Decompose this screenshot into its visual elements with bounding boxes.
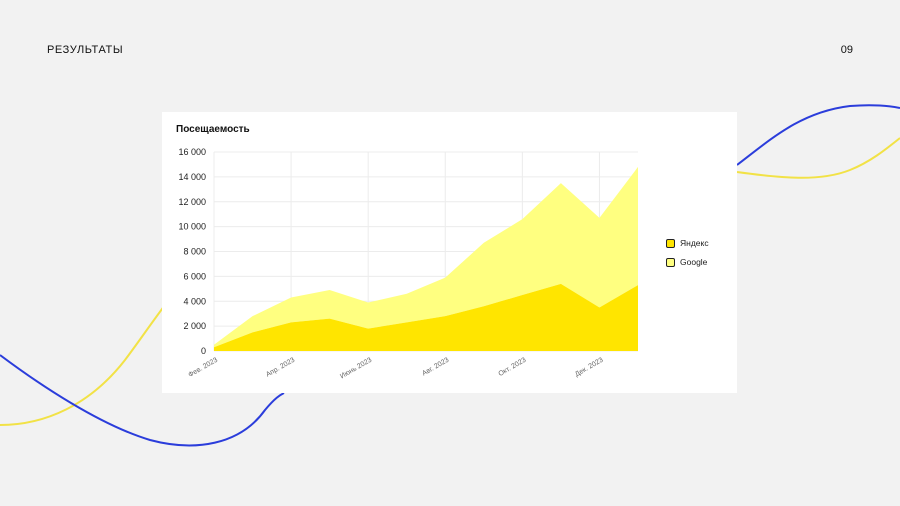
legend-swatch-yandex bbox=[666, 238, 675, 248]
x-tick-label: Дек. 2023 bbox=[574, 357, 605, 379]
legend-item-yandex: Яндекс bbox=[666, 237, 709, 249]
x-tick-label: Июнь 2023 bbox=[339, 357, 373, 381]
x-tick-label: Окт. 2023 bbox=[497, 357, 527, 378]
x-tick-label: Апр. 2023 bbox=[265, 357, 296, 379]
y-tick-label: 14 000 bbox=[178, 172, 206, 182]
legend-item-google: Google bbox=[666, 256, 709, 268]
area-series-google bbox=[214, 166, 638, 348]
y-tick-label: 4 000 bbox=[183, 296, 206, 306]
yellow-wave-line bbox=[0, 304, 166, 426]
chart-title: Посещаемость bbox=[176, 124, 250, 135]
slide-number: 09 bbox=[840, 44, 853, 56]
blue-wave-line-right bbox=[736, 104, 900, 166]
y-tick-label: 10 000 bbox=[178, 222, 206, 232]
y-tick-label: 2 000 bbox=[183, 321, 206, 331]
x-tick-label: Фев. 2023 bbox=[187, 357, 219, 379]
chart-legend: Яндекс Google bbox=[666, 237, 709, 275]
legend-label-google: Google bbox=[680, 257, 708, 267]
slide-title: РЕЗУЛЬТАТЫ bbox=[47, 44, 124, 56]
area-chart: 0 2 000 4 000 6 000 8 000 10 000 12 000 14 000 1… bbox=[178, 147, 638, 381]
yellow-wave-line-right bbox=[736, 137, 900, 179]
y-tick-label: 12 000 bbox=[178, 197, 206, 207]
legend-swatch-google bbox=[666, 257, 675, 267]
chart-card: 0 2 000 4 000 6 000 8 000 10 000 12 000 14 000 1… bbox=[162, 112, 737, 393]
area-series-yandex bbox=[214, 283, 638, 351]
y-tick-label: 8 000 bbox=[183, 247, 206, 257]
y-tick-label: 16 000 bbox=[178, 147, 206, 157]
blue-wave-line bbox=[0, 354, 285, 447]
x-tick-label: Авг. 2023 bbox=[421, 357, 450, 378]
y-tick-label: 0 bbox=[201, 346, 206, 356]
legend-label-yandex: Яндекс bbox=[680, 238, 709, 248]
y-tick-label: 6 000 bbox=[183, 271, 206, 281]
